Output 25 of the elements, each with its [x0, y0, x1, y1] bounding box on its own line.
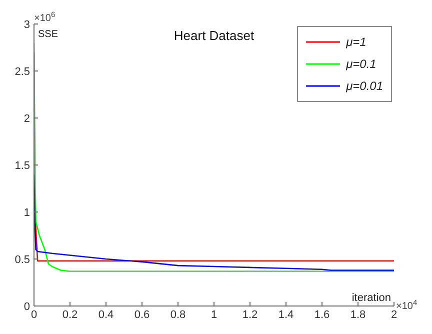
x-tick-label: 1.2 [242, 308, 258, 321]
x-tick-label: 2 [390, 308, 398, 321]
legend-label: μ=0.01 [346, 79, 383, 93]
y-tick-label: 3 [24, 18, 30, 31]
y-tick-label: 1 [24, 206, 30, 219]
x-tick-label: 0.8 [170, 308, 186, 321]
x-tick-label: 0.2 [62, 308, 78, 321]
x-axis-title: iteration [352, 292, 391, 304]
text: ×10$^{4}$ [396, 298, 418, 312]
y-tick-label: 1.5 [14, 160, 30, 172]
y-axis-title: SSE [38, 29, 58, 40]
legend-label: μ=1 [346, 35, 366, 49]
legend-label: μ=0.1 [346, 57, 376, 71]
x-tick-label: 0.6 [134, 308, 150, 321]
y-tick-label: 0.5 [14, 254, 30, 266]
x-tick-label: 0.4 [98, 308, 114, 321]
y-tick-label: 2.5 [14, 66, 30, 78]
x-tick-label: 1.8 [350, 308, 366, 321]
x-tick-label: 1.4 [278, 308, 294, 321]
annotation: ×10$^{6}$ [34, 10, 56, 24]
x-tick-label: 1 [210, 308, 218, 321]
y-tick-label: 0 [24, 300, 30, 313]
y-tick-label: 2 [24, 112, 30, 125]
x-tick-label: 1.6 [314, 308, 330, 321]
chart-title: Heart Dataset [174, 28, 254, 43]
